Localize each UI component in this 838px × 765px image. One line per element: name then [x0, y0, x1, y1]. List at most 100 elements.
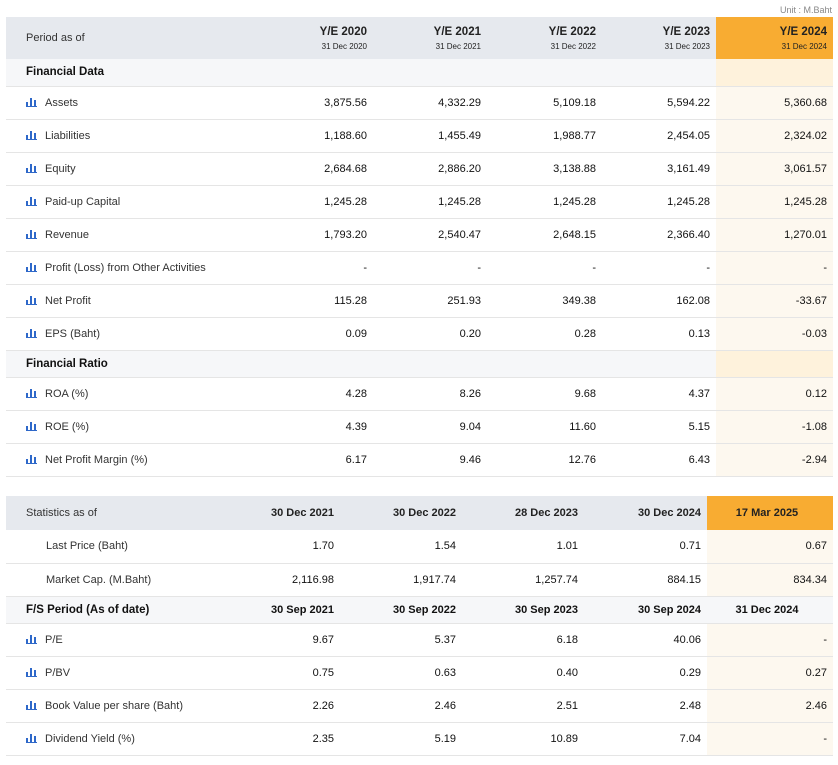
row-label-text: P/BV: [45, 666, 71, 679]
table-row: EPS (Baht) 0.09 0.20 0.28 0.13 -0.03: [6, 317, 833, 351]
table-row: Paid-up Capital 1,245.28 1,245.28 1,245.28 1…: [6, 185, 833, 219]
cell-value: 4,332.29: [373, 86, 487, 120]
cell-value: 1,793.20: [259, 218, 373, 252]
row-label[interactable]: Paid-up Capital: [6, 185, 259, 219]
section-filler: [716, 59, 833, 87]
table-row: ROE (%) 4.39 9.04 11.60 5.15 -1.08: [6, 410, 833, 444]
bar-chart-icon[interactable]: [26, 634, 38, 644]
cell-value: -: [707, 623, 833, 657]
bar-chart-icon[interactable]: [26, 733, 38, 743]
row-label[interactable]: Profit (Loss) from Other Activities: [6, 251, 259, 285]
bar-chart-icon[interactable]: [26, 295, 38, 305]
row-label-text: P/E: [45, 633, 63, 646]
cell-value: 5,109.18: [487, 86, 602, 120]
bar-chart-icon[interactable]: [26, 700, 38, 710]
bar-chart-icon[interactable]: [26, 667, 38, 677]
row-label-text: ROE (%): [45, 420, 89, 433]
cell-value: 834.34: [707, 563, 833, 597]
table-row: Assets 3,875.56 4,332.29 5,109.18 5,594.22 5,…: [6, 86, 833, 120]
cell-value: 3,138.88: [487, 152, 602, 186]
table-row: Equity 2,684.68 2,886.20 3,138.88 3,161.49 3,…: [6, 152, 833, 186]
statistics-table: Statistics as of 30 Dec 2021 30 Dec 2022…: [6, 496, 833, 756]
cell-value: 6.43: [602, 443, 716, 477]
row-label[interactable]: Assets: [6, 86, 259, 120]
cell-value: 6.17: [259, 443, 373, 477]
cell-value: 115.28: [259, 284, 373, 318]
cell-value: 9.68: [487, 377, 602, 411]
bar-chart-icon[interactable]: [26, 163, 38, 173]
cell-value: 349.38: [487, 284, 602, 318]
table-row: Market Cap. (M.Baht) 2,116.98 1,917.74 1,25…: [6, 563, 833, 597]
bar-chart-icon[interactable]: [26, 421, 38, 431]
cell-value: 6.18: [462, 623, 584, 657]
cell-value: 40.06: [584, 623, 707, 657]
column-header: Y/E 2020 31 Dec 2020: [319, 25, 367, 51]
cell-value: 5,594.22: [602, 86, 716, 120]
row-label[interactable]: Revenue: [6, 218, 259, 252]
table-row: Liabilities 1,188.60 1,455.49 1,988.77 2,454…: [6, 119, 833, 153]
cell-value: 7.04: [584, 722, 707, 756]
cell-value: -33.67: [716, 284, 833, 318]
row-label-text: Revenue: [45, 228, 90, 241]
row-label-text: ROA (%): [45, 387, 89, 400]
table-row: Book Value per share (Baht) 2.26 2.46 2.51 2…: [6, 689, 833, 723]
cell-value: 2.46: [340, 689, 462, 723]
column-header: Y/E 2023 31 Dec 2023: [662, 25, 710, 51]
cell-value: 0.40: [462, 656, 584, 690]
row-label-text: Last Price (Baht): [46, 540, 128, 553]
unit-label: Unit : M.Baht: [779, 5, 832, 15]
bar-chart-icon[interactable]: [26, 454, 38, 464]
table-row: Last Price (Baht) 1.70 1.54 1.01 0.71 0.67: [6, 530, 833, 564]
row-label[interactable]: ROE (%): [6, 410, 259, 444]
cell-value: 1,188.60: [259, 119, 373, 153]
cell-value: 1,245.28: [373, 185, 487, 219]
table-row: Revenue 1,793.20 2,540.47 2,648.15 2,366.40 1…: [6, 218, 833, 252]
row-label[interactable]: ROA (%): [6, 377, 259, 411]
section-filler: [602, 350, 716, 378]
row-label[interactable]: EPS (Baht): [6, 317, 259, 351]
row-label[interactable]: Liabilities: [6, 119, 259, 153]
bar-chart-icon[interactable]: [26, 130, 38, 140]
row-label: Market Cap. (M.Baht): [6, 563, 217, 597]
cell-value: 11.60: [487, 410, 602, 444]
row-label[interactable]: Equity: [6, 152, 259, 186]
cell-value: 2,684.68: [259, 152, 373, 186]
row-label[interactable]: Book Value per share (Baht): [6, 689, 217, 723]
cell-value: 4.28: [259, 377, 373, 411]
cell-value: 0.75: [217, 656, 340, 690]
bar-chart-icon[interactable]: [26, 388, 38, 398]
cell-value: 1,988.77: [487, 119, 602, 153]
bar-chart-icon[interactable]: [26, 328, 38, 338]
cell-value: -: [707, 722, 833, 756]
row-label-text: Equity: [45, 162, 76, 175]
row-label-text: Dividend Yield (%): [45, 732, 135, 745]
bar-chart-icon[interactable]: [26, 97, 38, 107]
row-label-text: Net Profit Margin (%): [45, 453, 148, 466]
bar-chart-icon[interactable]: [26, 196, 38, 206]
cell-value: 5.37: [340, 623, 462, 657]
financial-table-header: Period as of Y/E 2020 31 Dec 2020 Y/E 202…: [6, 17, 833, 59]
financial-table: Period as of Y/E 2020 31 Dec 2020 Y/E 202…: [6, 17, 833, 477]
cell-value: -: [259, 251, 373, 285]
row-label[interactable]: P/BV: [6, 656, 217, 690]
cell-value: 1,455.49: [373, 119, 487, 153]
bar-chart-icon[interactable]: [26, 262, 38, 272]
row-label[interactable]: Net Profit: [6, 284, 259, 318]
cell-value: 884.15: [584, 563, 707, 597]
row-label: Last Price (Baht): [6, 530, 217, 564]
row-label[interactable]: Dividend Yield (%): [6, 722, 217, 756]
section-filler: [716, 350, 833, 378]
cell-value: -: [373, 251, 487, 285]
cell-value: 10.89: [462, 722, 584, 756]
section-filler: [259, 350, 373, 378]
table-row: Net Profit 115.28 251.93 349.38 162.08 -33.67: [6, 284, 833, 318]
cell-value: 8.26: [373, 377, 487, 411]
row-label[interactable]: Net Profit Margin (%): [6, 443, 259, 477]
fs-period-row: F/S Period (As of date) 30 Sep 2021 30 Sep…: [6, 596, 833, 624]
cell-value: 1,245.28: [716, 185, 833, 219]
cell-value: 4.39: [259, 410, 373, 444]
cell-value: 1,245.28: [259, 185, 373, 219]
statistics-as-of-label: Statistics as of: [26, 507, 97, 519]
bar-chart-icon[interactable]: [26, 229, 38, 239]
row-label[interactable]: P/E: [6, 623, 217, 657]
